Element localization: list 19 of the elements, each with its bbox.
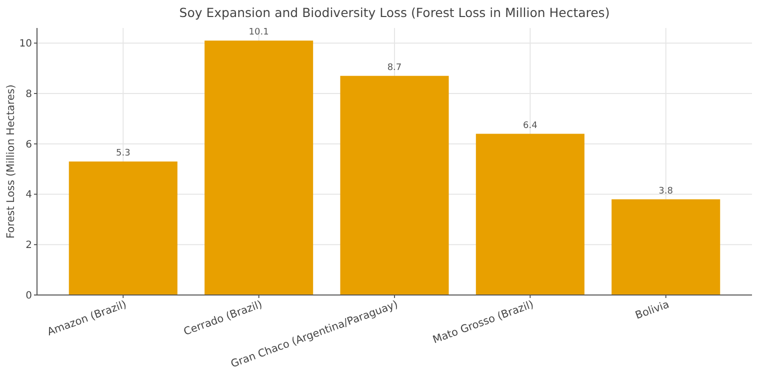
data-label: 6.4 xyxy=(523,120,538,131)
bar xyxy=(612,199,720,295)
y-tick-label: 0 xyxy=(26,290,32,302)
chart-title: Soy Expansion and Biodiversity Loss (Forest Loss in Million Hectares) xyxy=(179,5,610,20)
bar xyxy=(68,162,178,295)
bar xyxy=(204,40,314,295)
data-label: 3.8 xyxy=(658,186,674,196)
bar xyxy=(476,134,584,295)
y-tick-label: 6 xyxy=(26,139,32,150)
y-axis-title: Forest Loss (Million Hectares) xyxy=(5,84,17,238)
data-label: 8.7 xyxy=(387,62,402,73)
bar xyxy=(340,76,449,295)
y-tick-label: 2 xyxy=(26,240,32,252)
y-tick-label: 4 xyxy=(26,190,32,201)
x-tick-label: Bolivia xyxy=(634,298,671,322)
y-tick-label: 10 xyxy=(19,38,32,50)
data-label: 10.1 xyxy=(248,28,269,38)
data-label: 5.3 xyxy=(116,148,130,158)
y-tick-label: 8 xyxy=(26,88,32,100)
